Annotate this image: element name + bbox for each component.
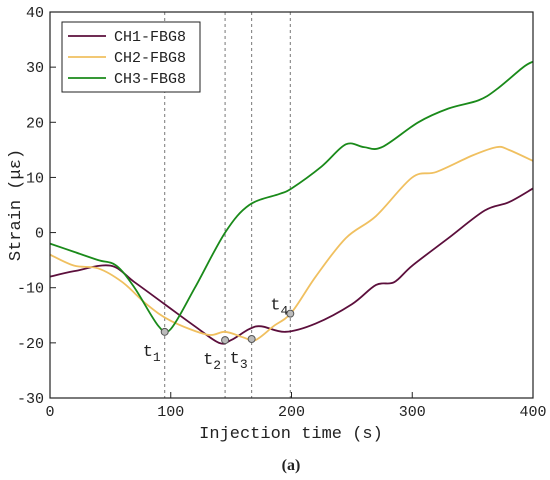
marker-point (221, 336, 230, 345)
marker-label: t1 (143, 343, 161, 365)
y-tick-label: -30 (17, 391, 44, 408)
y-tick-label: 30 (26, 60, 44, 77)
x-tick-label: 0 (45, 404, 54, 421)
legend-label: CH1-FBG8 (114, 29, 186, 46)
y-tick-label: -10 (17, 281, 44, 298)
plot-frame (49, 11, 534, 399)
marker-label-sub: 4 (280, 304, 288, 319)
x-tick-label: 300 (399, 404, 426, 421)
line (49, 60, 534, 334)
marker-label: t4 (270, 297, 288, 319)
marker-label-sub: 3 (240, 357, 248, 372)
y-tick-label: 10 (26, 170, 44, 187)
marker-label: t3 (230, 350, 248, 372)
marker-label-sub: 2 (213, 358, 221, 373)
legend-label: CH3-FBG8 (114, 71, 186, 88)
y-axis-label: Strain (με) (7, 149, 26, 261)
marker-label-text: t (143, 343, 153, 362)
y-tick-label: -20 (17, 336, 44, 353)
marker-point (247, 334, 256, 343)
x-tick-label: 200 (278, 404, 305, 421)
marker-label-text: t (270, 297, 280, 316)
marker-label-text: t (203, 351, 213, 370)
marker-label-sub: 1 (153, 350, 161, 365)
marker-label-text: t (230, 350, 240, 369)
caption: (a) (282, 457, 301, 474)
line (49, 187, 534, 345)
y-tick-label: 40 (26, 5, 44, 22)
marker-point (286, 309, 295, 318)
x-tick-label: 400 (519, 404, 546, 421)
marker-label: t2 (203, 351, 221, 373)
x-axis-label: Injection time (s) (199, 425, 383, 444)
y-tick-label: 20 (26, 115, 44, 132)
marker-point (160, 327, 169, 336)
line (49, 145, 534, 342)
x-tick-label: 100 (157, 404, 184, 421)
legend-label: CH2-FBG8 (114, 50, 186, 67)
y-tick-label: 0 (35, 226, 44, 243)
